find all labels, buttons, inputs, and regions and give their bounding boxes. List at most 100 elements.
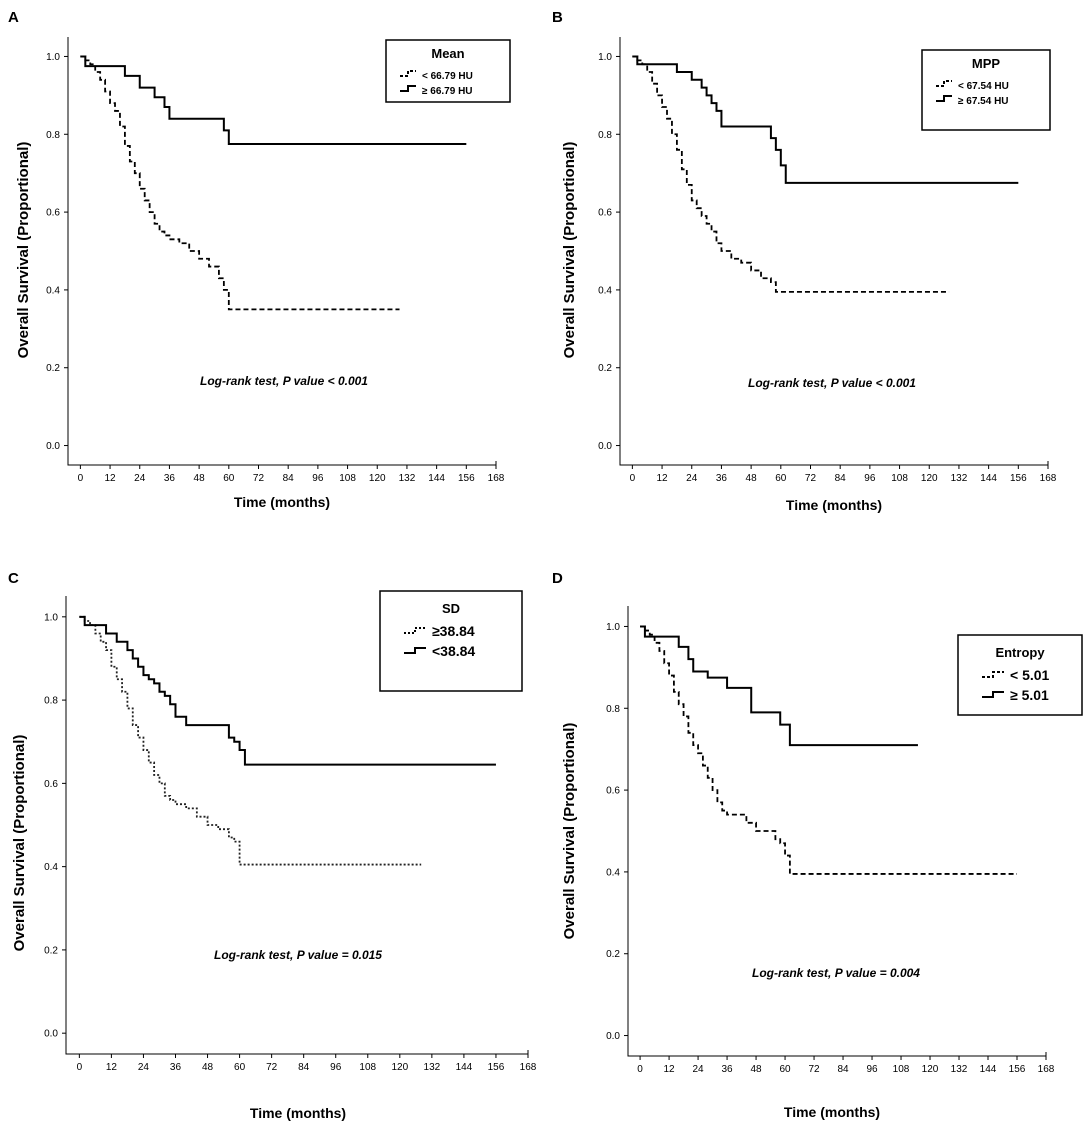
- y-tick-label: 0.0: [46, 441, 60, 452]
- y-tick-label: 0.4: [598, 285, 612, 296]
- x-tick-label: 108: [339, 473, 356, 484]
- y-tick-label: 0.2: [606, 949, 620, 960]
- legend-entry: ≥ 5.01: [1010, 687, 1049, 703]
- x-tick-label: 168: [520, 1062, 537, 1073]
- survival-curve-dashed: [632, 55, 950, 293]
- y-axis-label: Overall Survival (Proportional): [561, 723, 578, 940]
- survival-curve-solid: [632, 55, 1019, 184]
- x-tick-label: 108: [891, 473, 908, 484]
- x-tick-label: 96: [866, 1064, 878, 1075]
- x-tick-label: 144: [428, 473, 445, 484]
- legend-marker: [982, 671, 1004, 678]
- x-tick-label: 156: [1009, 1064, 1026, 1075]
- x-tick-label: 36: [716, 473, 728, 484]
- x-axis-label: Time (months): [250, 1105, 346, 1121]
- x-tick-label: 12: [656, 473, 668, 484]
- legend-title: SD: [442, 601, 460, 616]
- x-tick-label: 156: [488, 1062, 505, 1073]
- x-tick-label: 132: [424, 1062, 441, 1073]
- x-tick-label: 120: [369, 473, 386, 484]
- y-tick-label: 0.2: [44, 945, 58, 956]
- legend-marker: [404, 647, 426, 654]
- chart-panel-b: B 0.0 0.2 0.4 0.6 0.8 1.0 0 12 24 36 48 60 72 84 96 108 1…: [542, 0, 1084, 561]
- x-tick-label: 36: [164, 473, 176, 484]
- x-tick-label: 0: [78, 473, 84, 484]
- legend-entry: ≥38.84: [432, 623, 475, 639]
- x-tick-label: 72: [805, 473, 817, 484]
- y-tick-label: 0.0: [44, 1029, 58, 1040]
- x-tick-label: 72: [253, 473, 265, 484]
- x-tick-label: 48: [750, 1064, 762, 1075]
- x-tick-label: 24: [686, 473, 698, 484]
- x-axis-label: Time (months): [786, 497, 882, 513]
- axes-frame: [627, 606, 1047, 1057]
- y-axis-label: Overall Survival (Proportional): [11, 735, 28, 952]
- y-tick-label: 0.2: [598, 363, 612, 374]
- y-tick-label: 0.6: [44, 779, 58, 790]
- x-tick-label: 156: [1010, 473, 1027, 484]
- y-tick-label: 1.0: [46, 52, 60, 63]
- x-tick-label: 48: [194, 473, 206, 484]
- y-tick-label: 0.0: [606, 1031, 620, 1042]
- y-tick-label: 0.6: [606, 786, 620, 797]
- x-tick-label: 96: [312, 473, 324, 484]
- y-axis-label: Overall Survival (Proportional): [15, 142, 32, 359]
- x-tick-label: 84: [837, 1064, 849, 1075]
- legend-marker: [936, 80, 952, 87]
- y-tick-label: 0.4: [46, 285, 60, 296]
- x-tick-label: 120: [391, 1062, 408, 1073]
- survival-curve-solid: [79, 615, 496, 766]
- legend-marker: [982, 691, 1004, 698]
- survival-curve-dashed: [640, 625, 1018, 875]
- legend-marker: [936, 95, 952, 102]
- panel-label: C: [8, 570, 19, 587]
- legend-marker: [404, 627, 426, 634]
- y-tick-label: 0.0: [598, 441, 612, 452]
- chart-svg: C 0.0 0.2 0.4 0.6 0.8 1.0 0 12 24 36 48 60 72 84 96 108 1…: [8, 570, 537, 1121]
- y-tick-label: 0.8: [44, 696, 58, 707]
- x-tick-label: 84: [283, 473, 295, 484]
- chart-svg: A 0.0 0.2 0.4 0.6 0.8 1.0 0 12 24 36 48 60 72 84 96 108 1…: [8, 9, 511, 510]
- survival-curve-dashed: [80, 55, 400, 311]
- legend-box: [921, 49, 1051, 131]
- y-tick-label: 0.4: [606, 867, 620, 878]
- x-tick-label: 12: [664, 1064, 676, 1075]
- x-tick-label: 120: [921, 473, 938, 484]
- x-tick-label: 132: [951, 1064, 968, 1075]
- survival-curve-solid: [640, 625, 918, 747]
- x-tick-label: 108: [359, 1062, 376, 1073]
- x-tick-label: 108: [893, 1064, 910, 1075]
- y-tick-label: 0.8: [606, 704, 620, 715]
- x-tick-label: 60: [779, 1064, 791, 1075]
- x-tick-label: 12: [106, 1062, 118, 1073]
- x-tick-label: 48: [746, 473, 758, 484]
- legend-entry: ≥ 67.54 HU: [958, 96, 1009, 107]
- y-tick-label: 0.8: [46, 130, 60, 141]
- legend-box: [957, 634, 1083, 716]
- x-tick-label: 72: [808, 1064, 820, 1075]
- log-rank-annotation: Log-rank test, P value = 0.015: [214, 948, 382, 962]
- y-tick-label: 0.2: [46, 363, 60, 374]
- legend-marker: [400, 85, 416, 92]
- y-tick-label: 1.0: [598, 52, 612, 63]
- x-tick-label: 48: [202, 1062, 214, 1073]
- x-tick-label: 60: [223, 473, 235, 484]
- x-tick-label: 144: [456, 1062, 473, 1073]
- legend-box: [379, 590, 523, 692]
- x-tick-label: 132: [399, 473, 416, 484]
- x-tick-label: 36: [722, 1064, 734, 1075]
- x-tick-label: 120: [922, 1064, 939, 1075]
- x-tick-label: 0: [630, 473, 636, 484]
- x-tick-label: 168: [1038, 1064, 1055, 1075]
- x-tick-label: 0: [77, 1062, 83, 1073]
- x-tick-label: 96: [330, 1062, 342, 1073]
- x-tick-label: 144: [980, 1064, 997, 1075]
- x-tick-label: 72: [266, 1062, 278, 1073]
- survival-curve-dashed: [79, 615, 422, 866]
- chart-panel-c: C 0.0 0.2 0.4 0.6 0.8 1.0 0 12 24 36 48 60 72 84 96 108 1…: [0, 561, 542, 1122]
- x-tick-label: 60: [775, 473, 787, 484]
- legend-entry: < 66.79 HU: [422, 71, 473, 82]
- x-tick-label: 84: [298, 1062, 310, 1073]
- x-tick-label: 12: [104, 473, 116, 484]
- y-tick-label: 1.0: [606, 622, 620, 633]
